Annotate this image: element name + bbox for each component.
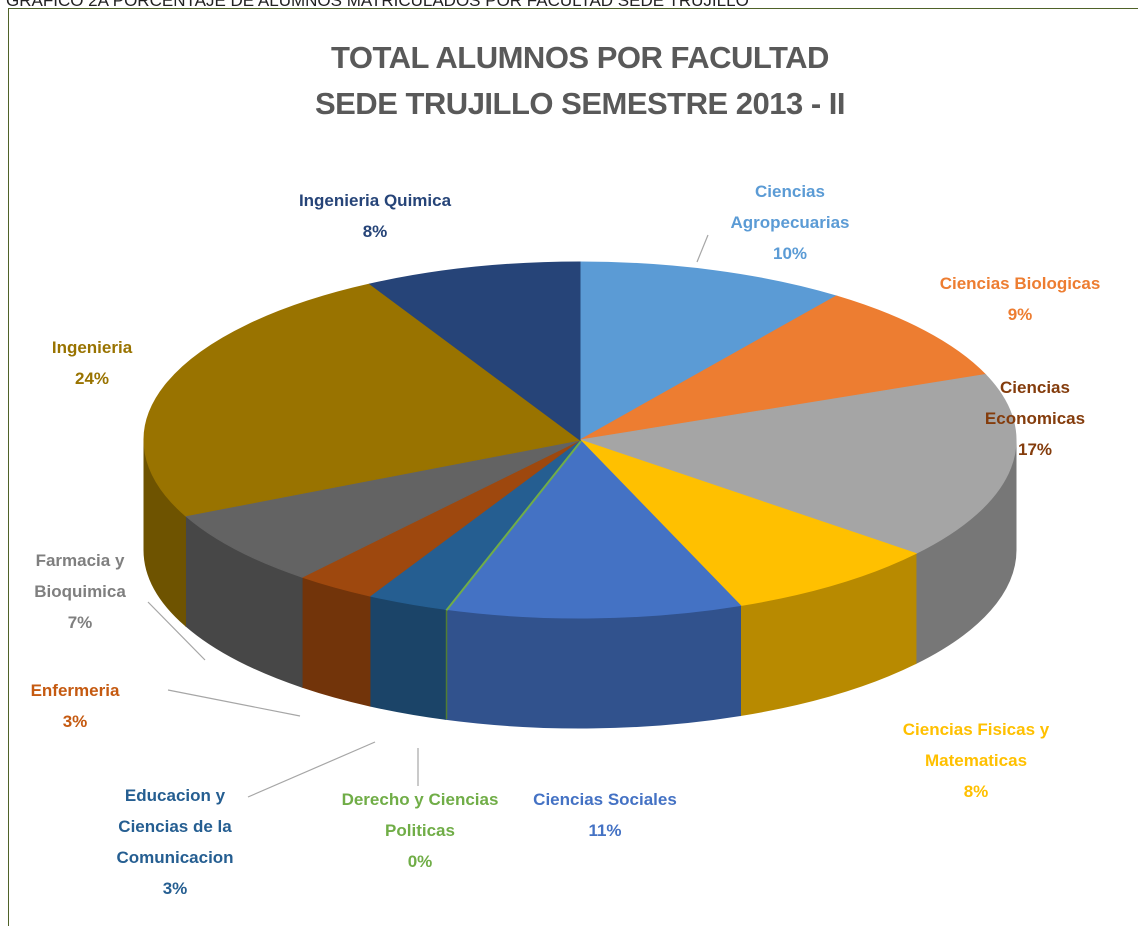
data-label-name: Ingenieria bbox=[51, 338, 133, 357]
data-label-value: 8% bbox=[362, 222, 388, 241]
chart-subtitle: SEDE TRUJILLO SEMESTRE 2013 - II bbox=[314, 86, 846, 121]
data-label-name: Educacion y Ciencias de la Comunicacion bbox=[116, 786, 234, 867]
chart-frame bbox=[8, 8, 1138, 926]
slice bbox=[579, 439, 918, 607]
slice-side bbox=[444, 604, 742, 729]
slice bbox=[579, 373, 1017, 555]
data-label-value: 10% bbox=[772, 244, 808, 263]
data-label-name: Farmacia y Bioquimica bbox=[34, 551, 126, 601]
data-label-value: 0% bbox=[407, 852, 433, 871]
leader-line bbox=[167, 689, 301, 717]
data-label-value: 17% bbox=[1017, 440, 1053, 459]
leader-line bbox=[696, 234, 709, 263]
data-label-value: 11% bbox=[588, 821, 622, 840]
slice bbox=[184, 439, 581, 578]
data-label-name: Enfermeria bbox=[30, 681, 120, 700]
data-label-name: Ciencias Sociales bbox=[533, 790, 677, 809]
leader-line bbox=[247, 741, 376, 798]
data-label-name: Ciencias Agropecuarias bbox=[730, 182, 850, 232]
data-label-value: 3% bbox=[62, 712, 88, 731]
data-label-value: 3% bbox=[162, 879, 188, 898]
data-label-name: Ciencias Fisicas y Matematicas bbox=[902, 720, 1050, 770]
data-label-name: Derecho y Ciencias Politicas bbox=[341, 790, 499, 840]
slice bbox=[579, 261, 838, 441]
data-label-name: Ciencias Biologicas bbox=[939, 274, 1101, 293]
data-label-value: 8% bbox=[963, 782, 989, 801]
leader-line bbox=[147, 601, 206, 661]
data-label-name: Ingenieria Quimica bbox=[298, 191, 452, 210]
slice bbox=[579, 295, 987, 441]
slice bbox=[444, 439, 742, 619]
header: GRAFICO 2A PORCENTAJE DE ALUMNOS MATRICU… bbox=[6, 0, 749, 10]
data-label-name: Ciencias Economicas bbox=[984, 378, 1086, 428]
slice bbox=[368, 261, 581, 441]
data-label-value: 24% bbox=[74, 369, 110, 388]
slice-side bbox=[301, 576, 371, 707]
data-label-value: 9% bbox=[1007, 305, 1033, 324]
data-label-value: 7% bbox=[67, 613, 93, 632]
chart-title: TOTAL ALUMNOS POR FACULTAD bbox=[331, 40, 829, 75]
slice bbox=[143, 283, 582, 517]
slice-side bbox=[369, 595, 446, 720]
